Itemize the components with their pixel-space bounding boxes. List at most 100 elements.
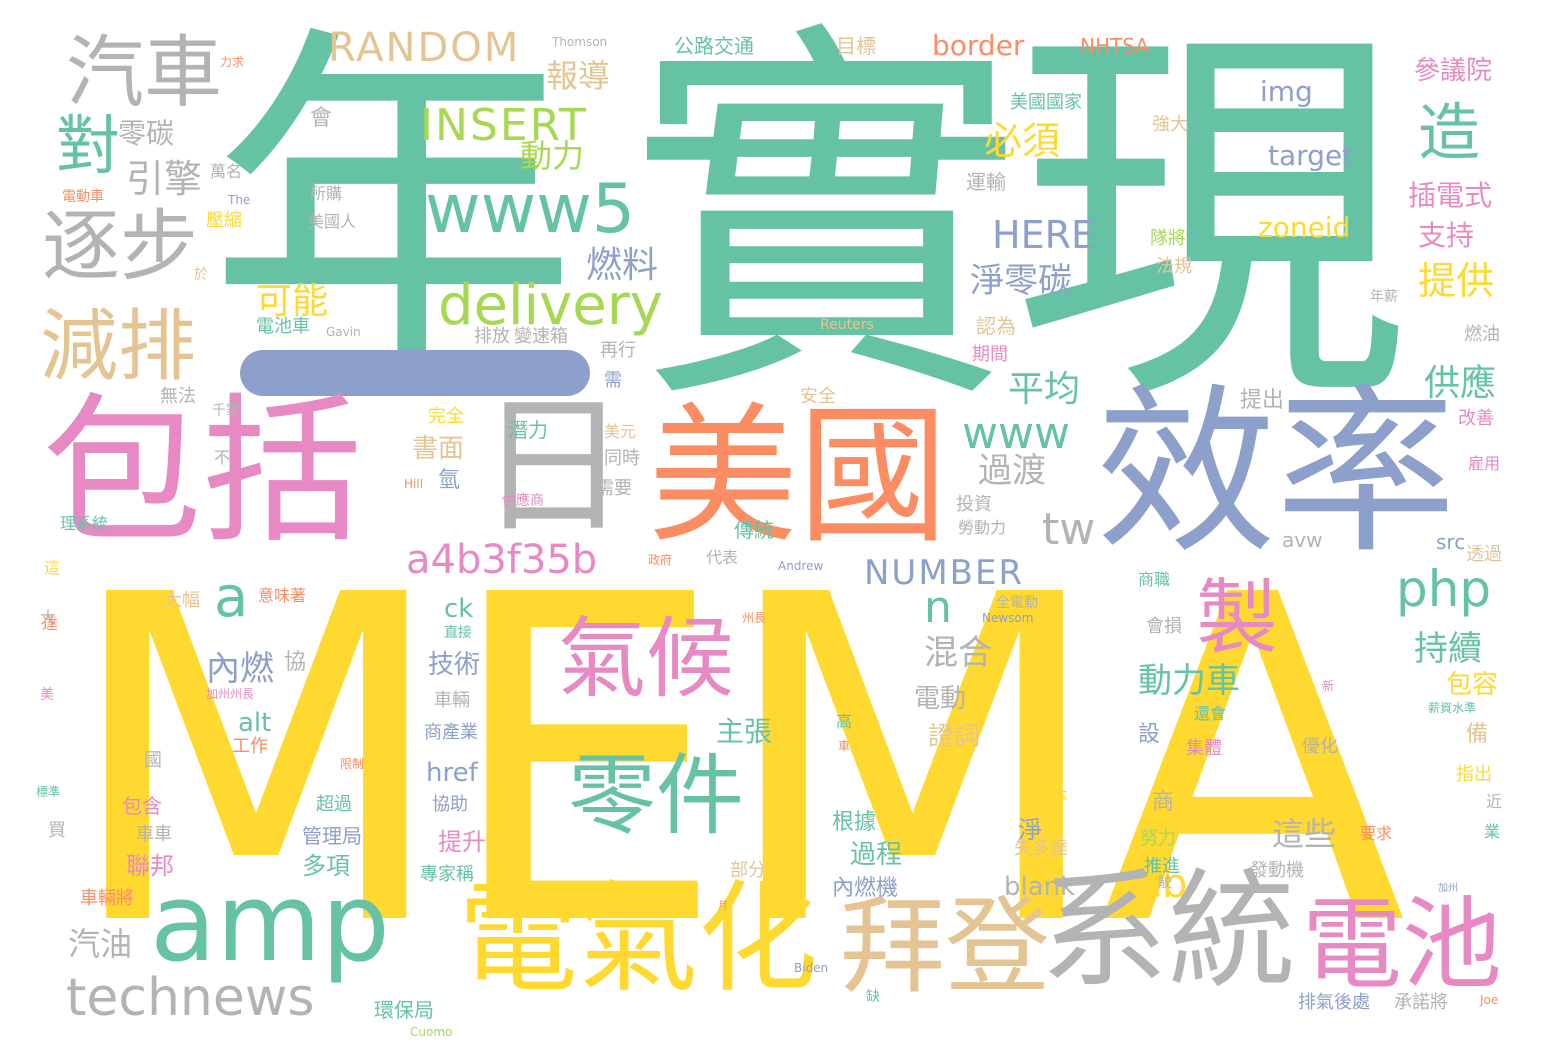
cloud-word: 排氣後處: [1298, 992, 1370, 1013]
cloud-word: MEMA: [62, 501, 1407, 1025]
cloud-word: 再行: [600, 340, 636, 361]
cloud-word: php: [1396, 560, 1492, 618]
cloud-word: 電動車: [62, 189, 104, 205]
cloud-word: 氫: [438, 468, 461, 493]
cloud-word: 車: [838, 739, 851, 753]
cloud-word: 達: [42, 614, 59, 633]
cloud-word: 千家: [212, 403, 240, 419]
cloud-word: 於: [194, 267, 208, 283]
cloud-word: 電氣化: [458, 870, 818, 1009]
cloud-word: The: [228, 193, 251, 207]
cloud-word: 國: [144, 750, 162, 771]
cloud-word: 技術: [428, 650, 481, 680]
cloud-word: alt: [238, 708, 272, 738]
cloud-word: 包容: [1446, 670, 1499, 700]
cloud-word: 提升: [438, 828, 486, 856]
cloud-word: img: [1260, 75, 1313, 108]
cloud-word: a: [214, 565, 249, 630]
cloud-word: 業: [1484, 822, 1501, 841]
cloud-word: 對: [56, 110, 120, 184]
cloud-word: 大: [40, 608, 57, 627]
cloud-word: 協助: [432, 794, 468, 815]
cloud-word: 車輛: [434, 690, 470, 711]
cloud-word: 這: [44, 558, 61, 577]
cloud-word: 過程: [850, 840, 903, 870]
cloud-word: 限制: [340, 757, 365, 771]
cloud-word: 零件: [568, 744, 745, 847]
cloud-word: 專家稱: [420, 864, 474, 885]
cloud-word: 近: [1486, 792, 1503, 811]
cloud-word: Cuomo: [410, 1025, 453, 1039]
cloud-word: 支持: [1418, 219, 1475, 252]
cloud-word: 代表: [706, 548, 739, 567]
cloud-word: 傳統: [734, 518, 774, 542]
cloud-word: 失多達: [1014, 838, 1068, 859]
cloud-word: 萬名: [210, 162, 243, 181]
cloud-word: NHTSA: [1080, 34, 1149, 58]
cloud-word: href: [426, 758, 478, 788]
cloud-word: 動力車: [1138, 661, 1240, 701]
cloud-word: 混合: [924, 633, 992, 673]
cloud-word: 高: [836, 712, 853, 731]
cloud-word: src: [1436, 530, 1466, 554]
cloud-word: Andrew: [778, 559, 824, 573]
cloud-word: 加州州長: [206, 687, 255, 701]
cloud-word: 優化: [1302, 736, 1338, 757]
cloud-word: 缺: [866, 989, 880, 1005]
cloud-word: 美元: [604, 422, 637, 441]
cloud-word: 雇用: [1468, 454, 1501, 473]
cloud-word: 美國人: [308, 212, 357, 231]
cloud-word: 車車: [136, 824, 172, 845]
cloud-word: Hill: [404, 477, 424, 491]
cloud-word: 零碳: [118, 117, 175, 150]
cloud-word: 年薪: [1370, 289, 1398, 305]
cloud-word: INSERT: [420, 100, 588, 151]
cloud-word: 強大: [1152, 114, 1188, 135]
cloud-word: 需要: [596, 478, 632, 499]
cloud-word: 所購: [310, 184, 343, 203]
cloud-word: 電池車: [256, 316, 310, 337]
cloud-word: 書面: [412, 434, 465, 464]
cloud-word: 汽車: [66, 28, 223, 118]
cloud-word: 超過: [316, 794, 352, 815]
cloud-word: 插電式: [1408, 179, 1493, 212]
cloud-word: 期間: [972, 344, 1008, 365]
cloud-word: 部分: [730, 860, 766, 881]
cloud-word: 投資: [956, 494, 992, 515]
cloud-word: 持續: [1414, 629, 1482, 669]
cloud-word: 商產業: [424, 722, 478, 743]
cloud-word: 淨: [1018, 816, 1042, 844]
cloud-word: 公路交通: [674, 34, 754, 58]
cloud-word: 設: [1138, 722, 1161, 747]
cloud-word: 聯邦: [126, 852, 174, 880]
cloud-word: 力求: [220, 55, 245, 69]
decorative-bar: [240, 350, 590, 396]
cloud-word: 薪資水準: [1428, 701, 1477, 715]
cloud-word: 引擎: [126, 157, 203, 201]
cloud-word: 潛力: [508, 418, 548, 442]
cloud-word: 不: [214, 448, 231, 467]
cloud-word: 美國國家: [1010, 92, 1082, 113]
cloud-word: 根據: [832, 810, 877, 835]
cloud-word: 效率: [1096, 369, 1457, 578]
cloud-word: tw: [1042, 504, 1096, 555]
cloud-word: 改善: [1458, 408, 1494, 429]
cloud-word: 造: [1418, 96, 1481, 169]
cloud-word: 包括: [42, 378, 363, 565]
cloud-word: cb: [1140, 861, 1188, 907]
cloud-word: www: [962, 408, 1070, 459]
cloud-word: 燃油: [1464, 324, 1500, 345]
cloud-word: n: [924, 582, 952, 633]
cloud-word: Newsom: [982, 611, 1034, 625]
cloud-word: 管理局: [302, 824, 362, 848]
cloud-word: 美國: [648, 390, 949, 564]
cloud-word: 安全: [800, 386, 836, 407]
cloud-word: 推進: [1144, 856, 1180, 877]
cloud-word: 會: [310, 106, 333, 131]
cloud-word: 車輛將: [80, 888, 134, 909]
cloud-word: 年: [208, 0, 578, 428]
cloud-word: 內燃: [206, 649, 274, 689]
cloud-word: border: [932, 29, 1025, 62]
cloud-word: 無法: [160, 386, 196, 407]
